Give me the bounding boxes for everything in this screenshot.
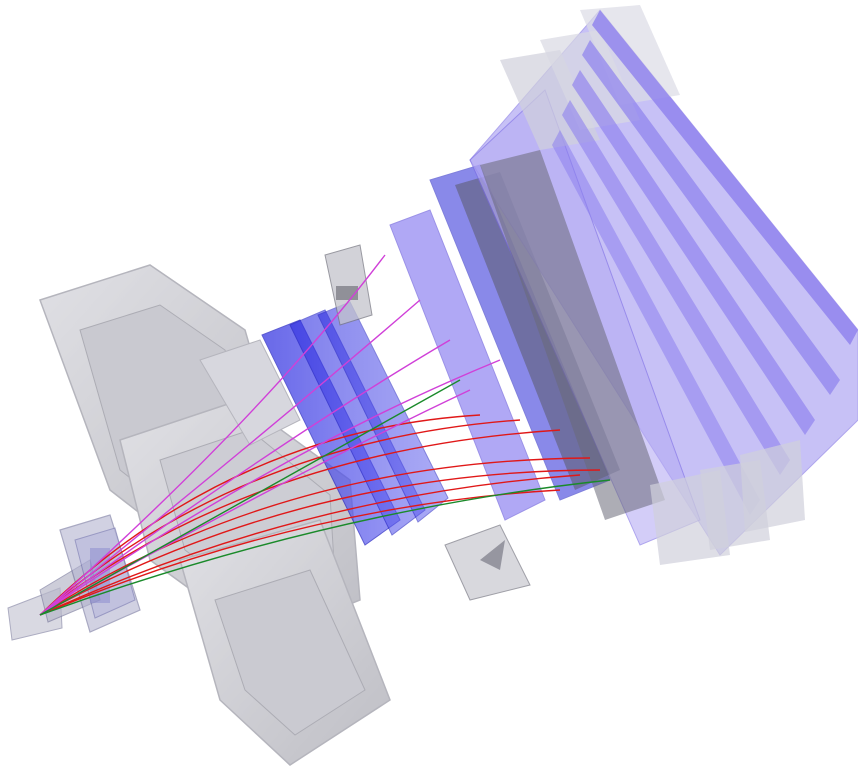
small-box-top [324,244,373,326]
small-box-bottom [444,524,531,601]
track-magenta [39,359,501,616]
track-red [39,457,591,616]
track-magenta [39,254,386,616]
track-red [39,469,601,616]
track-magenta [39,299,421,616]
dipole-magnet [39,264,391,766]
track-red [39,474,581,616]
track-green [39,479,611,616]
particle-tracks [39,254,611,616]
calorimeter [469,5,858,565]
track-magenta [39,339,451,616]
track-green [39,379,461,616]
